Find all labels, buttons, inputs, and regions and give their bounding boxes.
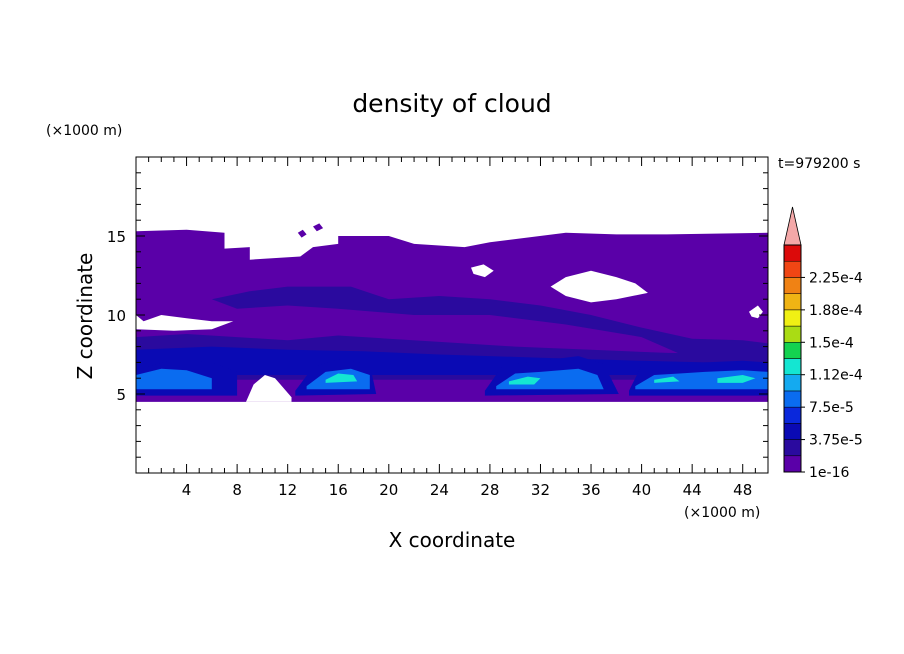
- x-unit-label: (×1000 m): [684, 505, 760, 521]
- colorbar-swatch: [783, 423, 802, 440]
- colorbar-swatch: [783, 277, 802, 294]
- x-tick-label: 8: [232, 481, 242, 499]
- plot-area: [136, 223, 768, 402]
- density-contour-region: [136, 346, 768, 375]
- colorbar-frame: [783, 244, 802, 473]
- y-axis-label: Z coordinate: [73, 253, 97, 380]
- colorbar-swatch: [783, 406, 802, 424]
- colorbar-swatch: [783, 325, 802, 343]
- colorbar-swatch: [783, 455, 802, 473]
- colorbar-swatch: [783, 390, 802, 408]
- clear-air-gap: [246, 375, 292, 402]
- x-tick-label: 20: [379, 481, 398, 499]
- colorbar-swatch: [783, 358, 802, 375]
- density-contour-region: [325, 373, 358, 383]
- x-tick-label: 44: [683, 481, 702, 499]
- x-tick-label: 32: [531, 481, 550, 499]
- density-contour-region: [717, 375, 756, 383]
- x-tick-label: 4: [182, 481, 192, 499]
- density-contour-region: [211, 286, 768, 363]
- colorbar-label: 3.75e-5: [809, 433, 863, 449]
- colorbar-label: 1.5e-4: [809, 335, 854, 351]
- colorbar-label: 1.88e-4: [809, 303, 863, 319]
- y-tick-label: 5: [116, 386, 126, 404]
- y-unit-label: (×1000 m): [46, 123, 122, 139]
- density-contour-region: [635, 370, 768, 390]
- chart-title: density of cloud: [352, 89, 551, 118]
- y-tick-label: 10: [107, 307, 126, 325]
- colorbar-swatch: [783, 244, 802, 262]
- clear-air-gap: [136, 315, 234, 331]
- colorbar-extend-arrow: [783, 206, 802, 246]
- x-tick-label: 12: [278, 481, 297, 499]
- colorbar-swatch: [783, 374, 802, 392]
- density-contour-region: [136, 368, 212, 390]
- y-axis-ticks: 5 10 15: [107, 172, 768, 458]
- colorbar-label: 7.5e-5: [809, 400, 854, 416]
- clear-air-gap: [550, 270, 648, 303]
- colorbar: 1e-16 3.75e-5 7.5e-5 1.12e-4 1.5e-4 1.88e-4 2.…: [783, 206, 863, 481]
- colorbar-swatch: [783, 260, 802, 278]
- colorbar-swatch: [783, 309, 802, 327]
- x-tick-label: 40: [632, 481, 651, 499]
- x-tick-label: 48: [733, 481, 752, 499]
- density-contour-region: [654, 376, 680, 383]
- density-contour-region: [313, 223, 324, 232]
- x-axis-label: X coordinate: [389, 528, 516, 552]
- colorbar-swatch: [783, 342, 802, 359]
- time-label: t=979200 s: [778, 156, 860, 172]
- x-tick-label: 24: [430, 481, 449, 499]
- x-tick-label: 16: [329, 481, 348, 499]
- clear-air-gap: [471, 264, 494, 278]
- x-tick-label: 28: [480, 481, 499, 499]
- x-axis-ticks: 4 8 12 16 20 24 28 32 36 40 44 48: [148, 157, 756, 499]
- colorbar-label: 1e-16: [809, 465, 849, 481]
- colorbar-swatch: [783, 439, 802, 457]
- y-tick-label: 15: [107, 228, 126, 246]
- colorbar-label: 2.25e-4: [809, 270, 863, 286]
- colorbar-label: 1.12e-4: [809, 368, 863, 384]
- colorbar-swatch: [783, 293, 802, 311]
- density-contour-region: [297, 229, 307, 238]
- x-tick-label: 36: [581, 481, 600, 499]
- density-contour-region: [508, 376, 541, 385]
